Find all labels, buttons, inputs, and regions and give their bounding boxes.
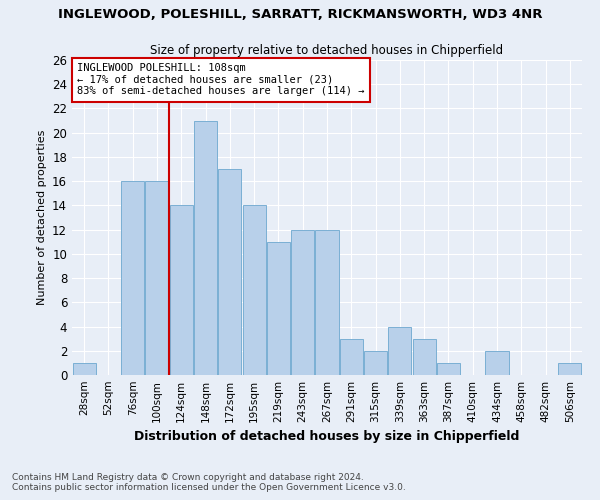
Bar <box>388 326 412 375</box>
Bar <box>242 206 266 375</box>
Bar <box>413 338 436 375</box>
Bar <box>559 363 581 375</box>
Bar <box>170 206 193 375</box>
Title: Size of property relative to detached houses in Chipperfield: Size of property relative to detached ho… <box>151 44 503 58</box>
Y-axis label: Number of detached properties: Number of detached properties <box>37 130 47 305</box>
Bar <box>291 230 314 375</box>
Bar <box>145 181 169 375</box>
Bar <box>316 230 338 375</box>
Bar <box>364 351 387 375</box>
Bar <box>437 363 460 375</box>
Bar <box>121 181 144 375</box>
Text: INGLEWOOD POLESHILL: 108sqm
← 17% of detached houses are smaller (23)
83% of sem: INGLEWOOD POLESHILL: 108sqm ← 17% of det… <box>77 63 365 96</box>
Bar <box>194 120 217 375</box>
Bar <box>485 351 509 375</box>
Bar <box>73 363 95 375</box>
Bar <box>267 242 290 375</box>
X-axis label: Distribution of detached houses by size in Chipperfield: Distribution of detached houses by size … <box>134 430 520 444</box>
Bar <box>340 338 363 375</box>
Bar <box>218 169 241 375</box>
Text: Contains HM Land Registry data © Crown copyright and database right 2024.
Contai: Contains HM Land Registry data © Crown c… <box>12 473 406 492</box>
Text: INGLEWOOD, POLESHILL, SARRATT, RICKMANSWORTH, WD3 4NR: INGLEWOOD, POLESHILL, SARRATT, RICKMANSW… <box>58 8 542 20</box>
